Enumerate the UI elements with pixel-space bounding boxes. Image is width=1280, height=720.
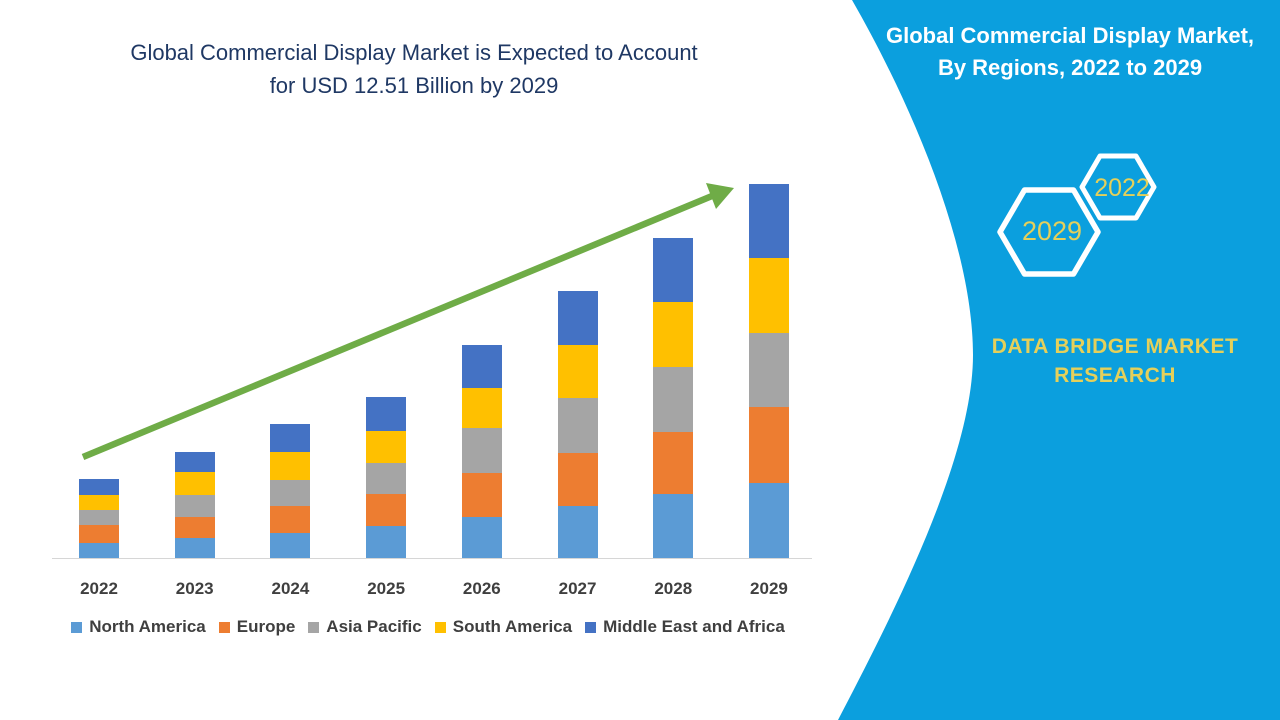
- bar-segment-europe: [174, 517, 215, 538]
- bar-segment-europe: [748, 406, 789, 483]
- hexagon-2022-icon: [1079, 153, 1157, 221]
- bar-segment-north-america: [79, 543, 119, 558]
- chart-title-line1: Global Commercial Display Market is Expe…: [130, 40, 698, 65]
- bar-segment-europe: [366, 493, 407, 526]
- stacked-bar-2023: [174, 451, 215, 558]
- brand-name: DATA BRIDGE MARKET RESEARCH: [991, 335, 1239, 387]
- legend-swatch-icon: [218, 622, 230, 633]
- stacked-bar-2029: [748, 183, 789, 558]
- stacked-bar-2028: [653, 238, 694, 558]
- legend-label: North America: [89, 617, 206, 636]
- legend-item-south-america: South America: [434, 617, 573, 637]
- legend-item-asia-pacific: Asia Pacific: [308, 617, 422, 637]
- trend-arrow-line: [81, 192, 714, 461]
- bar-segment-europe: [461, 473, 502, 517]
- bar-segment-south-america: [174, 471, 215, 495]
- bar-segment-north-america: [174, 537, 215, 558]
- bar-segment-south-america: [461, 387, 502, 428]
- stacked-bar-2022: [79, 479, 119, 558]
- legend-swatch-icon: [585, 622, 597, 633]
- bar-segment-middle-east-and-africa: [79, 479, 119, 495]
- bar-segment-north-america: [557, 505, 598, 558]
- bar-segment-middle-east-and-africa: [557, 290, 598, 346]
- stacked-bar-2025: [366, 396, 407, 558]
- bar-segment-europe: [557, 453, 598, 506]
- bar-segment-south-america: [653, 302, 694, 368]
- bar-segment-south-america: [79, 494, 119, 510]
- bar-segment-north-america: [748, 482, 789, 558]
- side-panel-title-line1: Global Commercial Display Market,: [885, 23, 1255, 48]
- side-panel-shape: [838, 0, 1280, 720]
- bar-segment-south-america: [270, 451, 311, 480]
- chart-title-line2: for USD 12.51 Billion by 2029: [269, 73, 559, 98]
- bar-segment-europe: [653, 432, 694, 494]
- stacked-bar-2026: [461, 344, 502, 558]
- legend-item-middle-east-and-africa: Middle East and Africa: [585, 617, 785, 637]
- trend-arrow-head-icon: [706, 183, 734, 209]
- bar-segment-asia-pacific: [174, 494, 215, 518]
- bar-segment-middle-east-and-africa: [748, 183, 789, 258]
- legend-label: Asia Pacific: [326, 617, 422, 636]
- bar-segment-asia-pacific: [79, 509, 119, 526]
- stacked-bar-2027: [557, 290, 598, 558]
- legend-swatch-icon: [71, 622, 83, 633]
- legend-item-europe: Europe: [218, 617, 296, 637]
- legend-swatch-icon: [434, 622, 446, 633]
- bar-segment-north-america: [461, 517, 502, 558]
- bar-segment-middle-east-and-africa: [653, 238, 694, 303]
- bar-segment-middle-east-and-africa: [366, 396, 407, 431]
- bar-segment-north-america: [366, 525, 407, 558]
- legend-label: Middle East and Africa: [603, 617, 785, 636]
- bar-segment-middle-east-and-africa: [461, 344, 502, 388]
- bars-area: [79, 183, 789, 558]
- hexagon-label-2029: 2029: [1021, 216, 1083, 246]
- bar-segment-asia-pacific: [270, 479, 311, 506]
- bar-segment-asia-pacific: [653, 367, 694, 433]
- bar-segment-north-america: [653, 493, 694, 558]
- side-panel-title-line2: By Regions, 2022 to 2029: [937, 55, 1203, 80]
- chart-legend: North America Europe Asia Pacific South Ame…: [0, 617, 856, 637]
- legend-swatch-icon: [308, 622, 320, 633]
- bar-segment-north-america: [270, 532, 311, 558]
- bar-segment-south-america: [748, 257, 789, 333]
- bar-segment-europe: [79, 525, 119, 544]
- chart-title: Global Commercial Display Market is Expe…: [0, 36, 828, 102]
- bar-segment-asia-pacific: [366, 462, 407, 494]
- bar-segment-asia-pacific: [461, 427, 502, 474]
- x-axis-line: [52, 558, 812, 559]
- bar-segment-middle-east-and-africa: [270, 423, 311, 452]
- bar-segment-middle-east-and-africa: [174, 451, 215, 472]
- bar-segment-asia-pacific: [557, 398, 598, 454]
- bar-segment-asia-pacific: [748, 332, 789, 407]
- legend-label: South America: [452, 617, 573, 636]
- hexagon-label-2022: 2022: [1094, 174, 1150, 202]
- side-panel-title: Global Commercial Display Market, By Reg…: [860, 20, 1280, 84]
- bar-segment-south-america: [366, 430, 407, 463]
- legend-item-north-america: North America: [71, 617, 206, 637]
- legend-label: Europe: [236, 617, 296, 636]
- bar-segment-south-america: [557, 345, 598, 399]
- stacked-bar-2024: [270, 423, 311, 558]
- bar-segment-europe: [270, 505, 311, 533]
- hexagon-2029-icon: [997, 187, 1101, 277]
